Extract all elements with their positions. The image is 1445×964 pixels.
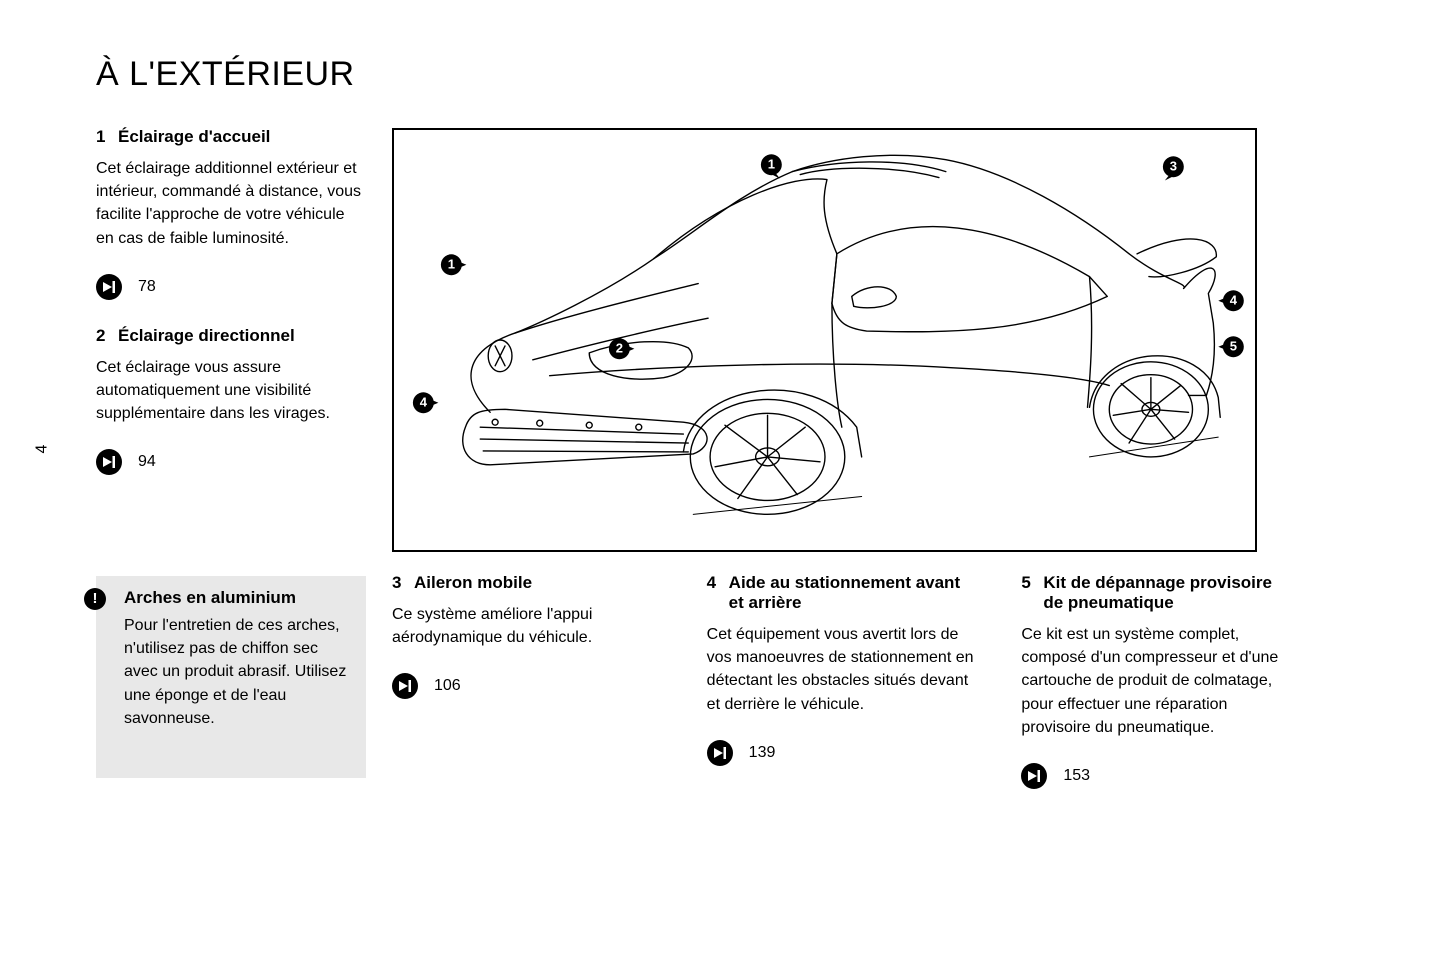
- section-body: Cet éclairage additionnel extérieur et i…: [96, 157, 366, 250]
- section-2: 2Éclairage directionnel Cet éclairage vo…: [96, 326, 366, 476]
- vehicle-svg: [394, 130, 1255, 550]
- manual-page: 4 À L'EXTÉRIEUR 1Éclairage d'accueil Cet…: [0, 0, 1445, 964]
- page-ref-icon: [1021, 763, 1047, 789]
- svg-text:4: 4: [1230, 293, 1238, 308]
- callout-badge-1: 1: [755, 147, 789, 189]
- alert-icon: !: [84, 588, 106, 610]
- svg-text:5: 5: [1230, 339, 1237, 354]
- bottom-columns: 3Aileron mobile Ce système améliore l'ap…: [392, 573, 1292, 799]
- section-number: 3: [392, 573, 414, 593]
- page-ref-icon: [707, 740, 733, 766]
- section-heading: 2Éclairage directionnel: [96, 326, 366, 346]
- callout-badge-1: 1: [435, 247, 469, 289]
- note-title: Arches en aluminium: [124, 588, 352, 608]
- section-title: Aileron mobile: [414, 573, 532, 593]
- page-ref-number: 153: [1063, 767, 1090, 785]
- section-title: Éclairage directionnel: [118, 326, 295, 345]
- section-5: 5Kit de dépannage provisoire de pneumati…: [1021, 573, 1292, 799]
- page-title: À L'EXTÉRIEUR: [96, 55, 355, 94]
- section-heading: 4Aide au stationnement avant et arrière: [707, 573, 978, 613]
- note-body: Pour l'entretien de ces arches, n'utilis…: [124, 614, 352, 730]
- callout-badge-3: 3: [1157, 149, 1191, 191]
- callout-badge-4: 4: [1217, 283, 1251, 325]
- callout-badge-4: 4: [407, 385, 441, 427]
- svg-text:4: 4: [420, 395, 428, 410]
- section-number: 4: [707, 573, 729, 613]
- section-heading: 1Éclairage d'accueil: [96, 127, 366, 147]
- section-1: 1Éclairage d'accueil Cet éclairage addit…: [96, 127, 366, 300]
- page-ref-number: 139: [749, 744, 776, 762]
- section-title: Kit de dépannage provisoire de pneumatiq…: [1043, 573, 1292, 613]
- page-ref: 78: [96, 274, 366, 300]
- section-heading: 3Aileron mobile: [392, 573, 663, 593]
- section-title: Éclairage d'accueil: [118, 127, 270, 146]
- note-box: ! Arches en aluminium Pour l'entretien d…: [96, 576, 366, 778]
- svg-text:1: 1: [448, 257, 455, 272]
- section-3: 3Aileron mobile Ce système améliore l'ap…: [392, 573, 663, 799]
- section-body: Ce système améliore l'appui aérodynamiqu…: [392, 603, 663, 649]
- page-ref-icon: [96, 274, 122, 300]
- page-ref: 153: [1021, 763, 1292, 789]
- left-column: 1Éclairage d'accueil Cet éclairage addit…: [96, 127, 366, 501]
- svg-text:1: 1: [768, 157, 775, 172]
- svg-text:3: 3: [1170, 159, 1177, 174]
- page-ref-number: 106: [434, 677, 461, 695]
- section-body: Cet équipement vous avertit lors de vos …: [707, 623, 978, 716]
- page-ref-icon: [392, 673, 418, 699]
- callout-badge-2: 2: [603, 331, 637, 373]
- page-ref: 139: [707, 740, 978, 766]
- callout-badge-5: 5: [1217, 329, 1251, 371]
- vehicle-diagram: 1 3 1 2 4 4 5: [392, 128, 1257, 552]
- section-number: 1: [96, 127, 118, 147]
- page-number: 4: [33, 445, 51, 454]
- section-number: 2: [96, 326, 118, 346]
- section-4: 4Aide au stationnement avant et arrière …: [707, 573, 978, 799]
- page-ref-number: 94: [138, 453, 156, 471]
- page-ref: 106: [392, 673, 663, 699]
- section-body: Ce kit est un système complet, composé d…: [1021, 623, 1292, 739]
- section-body: Cet éclairage vous assure automatiquemen…: [96, 356, 366, 426]
- section-number: 5: [1021, 573, 1043, 613]
- section-heading: 5Kit de dépannage provisoire de pneumati…: [1021, 573, 1292, 613]
- svg-text:2: 2: [616, 341, 623, 356]
- page-ref-icon: [96, 449, 122, 475]
- page-ref-number: 78: [138, 278, 156, 296]
- page-ref: 94: [96, 449, 366, 475]
- section-title: Aide au stationnement avant et arrière: [729, 573, 978, 613]
